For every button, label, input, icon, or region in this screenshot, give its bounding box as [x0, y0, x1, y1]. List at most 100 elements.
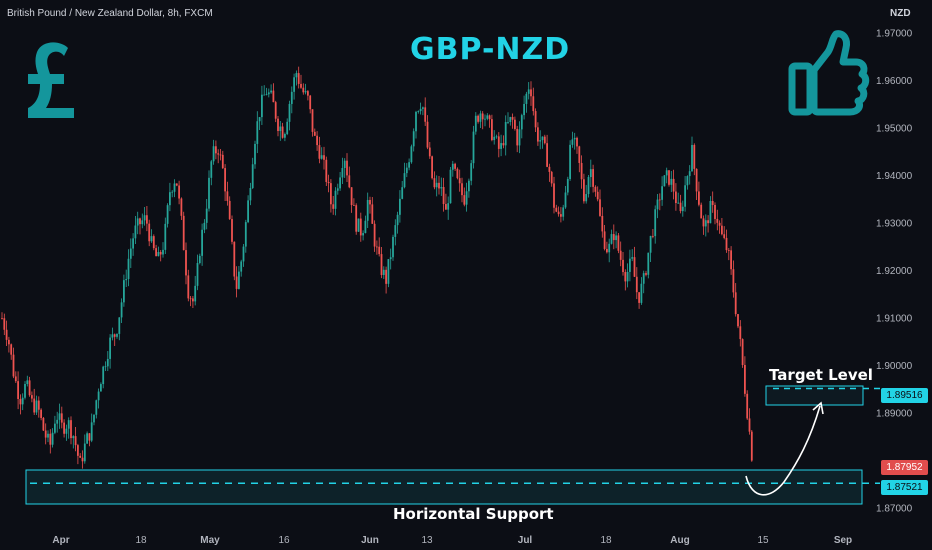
- candle-body: [553, 183, 555, 208]
- candle-body: [284, 134, 286, 138]
- candle-body: [709, 200, 712, 224]
- candle-body: [111, 334, 114, 338]
- target-level-label: Target Level: [769, 366, 873, 384]
- candle-body: [592, 169, 594, 187]
- candle-body: [300, 83, 302, 88]
- candle-body: [164, 223, 167, 250]
- target-level-box[interactable]: [765, 385, 864, 406]
- candle-body: [665, 170, 668, 176]
- candle-body: [198, 255, 201, 263]
- candle-body: [438, 182, 440, 189]
- candle-body: [555, 207, 558, 212]
- candle-body: [249, 188, 252, 201]
- drawings-layer: [25, 385, 880, 505]
- candle-body: [238, 271, 240, 289]
- x-tick-label: 16: [278, 535, 290, 546]
- candle-body: [205, 208, 208, 223]
- candle-body: [325, 159, 328, 182]
- x-tick-label: Sep: [834, 535, 852, 546]
- candle-body: [373, 223, 376, 247]
- candle-body: [541, 136, 544, 141]
- candle-body: [442, 187, 445, 205]
- candle-body: [477, 115, 479, 122]
- y-tick-label: 1.87000: [876, 504, 913, 515]
- candle-body: [583, 179, 585, 202]
- candle-body: [539, 140, 542, 142]
- candle-body: [166, 205, 169, 224]
- candle-body: [532, 96, 535, 112]
- projection-arrow: [745, 405, 821, 496]
- candle-body: [302, 87, 305, 93]
- candle-body: [244, 222, 247, 247]
- candle-body: [578, 146, 581, 163]
- candle-body: [378, 246, 381, 255]
- candle-body: [589, 169, 592, 178]
- candle-body: [203, 222, 206, 230]
- candle-body: [560, 214, 562, 217]
- candle-body: [472, 131, 475, 164]
- candle-body: [537, 127, 539, 142]
- horizontal-support-zone[interactable]: [25, 469, 863, 505]
- candle-body: [428, 147, 431, 157]
- horizontal-support-label: Horizontal Support: [393, 505, 554, 523]
- thumbs-up-icon: [788, 30, 870, 116]
- candle-body: [270, 90, 272, 93]
- candle-body: [63, 422, 65, 434]
- candle-body: [129, 248, 132, 259]
- candle-body: [90, 422, 93, 441]
- candle-body: [304, 91, 307, 93]
- candle-body: [95, 400, 98, 415]
- candle-body: [504, 122, 507, 146]
- candle-body: [116, 333, 118, 337]
- candle-body: [33, 398, 36, 413]
- candle-body: [610, 234, 613, 244]
- candle-body: [566, 179, 569, 193]
- candle-body: [596, 191, 599, 200]
- candle-body: [507, 122, 509, 123]
- candle-body: [231, 219, 233, 242]
- candle-body: [28, 380, 31, 396]
- candle-body: [516, 128, 519, 146]
- candle-body: [251, 164, 254, 189]
- candle-body: [422, 107, 424, 109]
- y-tick-label: 1.95000: [876, 124, 913, 135]
- candle-body: [431, 156, 433, 179]
- candle-body: [309, 95, 312, 110]
- candle-body: [576, 137, 578, 147]
- candle-body: [573, 137, 576, 140]
- candle-body: [254, 143, 256, 165]
- price-axis[interactable]: 1.97000 1.96000 1.95000 1.94000 1.93000 1.920…: [876, 29, 913, 515]
- candle-body: [415, 111, 417, 132]
- candle-body: [182, 215, 185, 251]
- candle-body: [141, 220, 144, 225]
- candle-body: [127, 258, 130, 280]
- candle-body: [514, 119, 516, 129]
- candle-body: [656, 199, 659, 210]
- candle-body: [132, 238, 134, 249]
- candle-body: [123, 280, 125, 303]
- candle-body: [208, 177, 210, 209]
- candle-body: [484, 118, 486, 120]
- candle-body: [369, 199, 371, 205]
- candle-body: [424, 107, 427, 122]
- currency-label: NZD: [890, 8, 911, 19]
- candle-body: [274, 102, 277, 119]
- candle-body: [681, 206, 684, 212]
- candle-body: [14, 376, 17, 382]
- candle-body: [148, 223, 151, 242]
- candle-body: [679, 202, 682, 212]
- time-axis[interactable]: Apr 18 May 16 Jun 13 Jul 18 Aug 15 Sep: [52, 535, 852, 546]
- candle-body: [180, 198, 183, 216]
- candle-body: [336, 188, 339, 191]
- candle-body: [707, 220, 709, 224]
- candle-body: [263, 94, 266, 96]
- candle-body: [187, 275, 190, 299]
- candle-body: [447, 203, 450, 210]
- candle-body: [297, 73, 300, 84]
- y-tick-label: 1.97000: [876, 29, 913, 40]
- candle-body: [330, 183, 332, 205]
- candle-body: [603, 231, 606, 249]
- candle-body: [215, 146, 217, 154]
- candle-body: [435, 182, 438, 188]
